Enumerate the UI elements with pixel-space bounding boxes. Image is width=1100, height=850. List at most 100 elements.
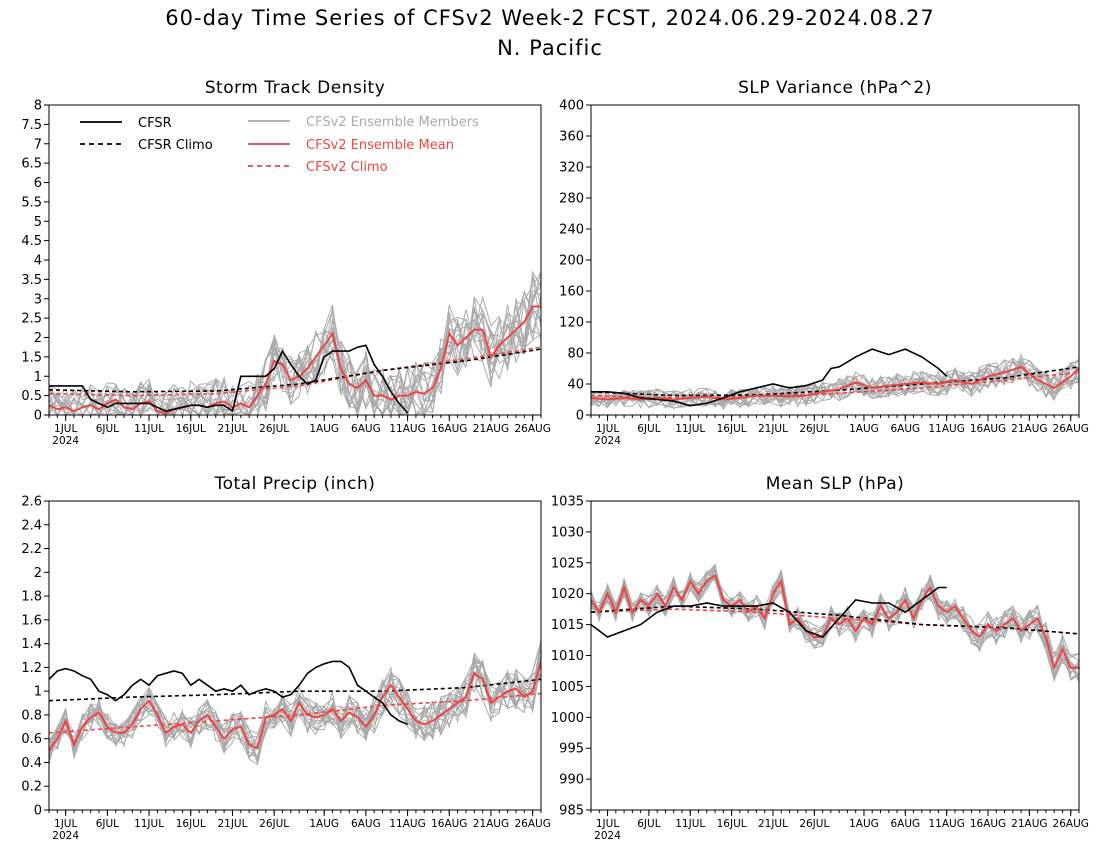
- y-tick-label: 0.8: [21, 708, 42, 723]
- y-tick-label: 0.2: [21, 780, 42, 795]
- y-tick-label: 1000: [551, 711, 584, 726]
- y-tick-label: 1: [34, 370, 42, 385]
- y-tick-label: 985: [559, 804, 584, 819]
- y-tick-label: 995: [559, 742, 584, 757]
- y-tick-label: 1005: [551, 680, 584, 695]
- x-tick-label: 11JUL: [134, 423, 164, 435]
- x-tick-label: 21JUL: [217, 818, 247, 830]
- y-tick-label: 5: [34, 215, 42, 230]
- y-tick-label: 400: [559, 99, 584, 114]
- x-tick-label: 11JUL: [675, 818, 705, 830]
- figure-subtitle: N. Pacific: [497, 36, 603, 60]
- x-tick-label: 26JUL: [799, 423, 829, 435]
- y-tick-label: 1020: [551, 587, 584, 602]
- ensemble-member-line: [49, 308, 541, 415]
- y-tick-label: 1: [34, 685, 42, 700]
- x-tick-label: 6JUL: [637, 818, 660, 830]
- y-tick-label: 200: [559, 254, 584, 269]
- cfsr-line: [591, 348, 948, 407]
- x-tick-label: 21AUG: [1011, 423, 1047, 435]
- legend-label: CFSv2 Ensemble Members: [306, 115, 479, 130]
- x-year-label: 2024: [52, 435, 79, 447]
- x-year-label: 2024: [52, 830, 79, 842]
- ensemble-member-line: [49, 270, 541, 415]
- y-tick-label: 2: [34, 331, 42, 346]
- ensemble-member-line: [591, 359, 1079, 408]
- y-tick-label: 0.5: [21, 389, 42, 404]
- y-tick-label: 6.5: [21, 157, 42, 172]
- x-tick-label: 26AUG: [1053, 818, 1089, 830]
- panel-title: Total Precip (inch): [214, 474, 376, 494]
- ensemble-member-line: [591, 568, 1079, 681]
- x-tick-label: 6JUL: [96, 423, 119, 435]
- cfsr-line: [49, 660, 408, 726]
- y-tick-label: 5.5: [21, 195, 42, 210]
- y-tick-label: 990: [559, 773, 584, 788]
- plot-area: [591, 563, 1079, 683]
- cfsv2-ensemble-mean-line: [49, 661, 541, 752]
- x-tick-label: 21JUL: [758, 818, 788, 830]
- legend-label: CFSR: [138, 116, 172, 131]
- cfsv2-ensemble-mean-line: [591, 573, 1079, 671]
- y-tick-label: 2.6: [21, 495, 42, 510]
- x-tick-label: 11JUL: [675, 423, 705, 435]
- plot-frame: [48, 104, 542, 416]
- x-tick-label: 21JUL: [758, 423, 788, 435]
- x-tick-label: 1AUG: [849, 423, 879, 435]
- x-tick-label: 1JUL: [596, 818, 619, 830]
- y-tick-label: 0: [34, 804, 42, 819]
- cfsv2-climo-line: [591, 371, 1079, 399]
- x-tick-label: 26AUG: [514, 423, 550, 435]
- ensemble-member-line: [591, 568, 1079, 682]
- y-tick-label: 0: [34, 409, 42, 424]
- legend: CFSR CFSR Climo CFSv2 Ensemble Members CFSv…: [80, 115, 479, 175]
- x-tick-label: 21AUG: [1011, 818, 1047, 830]
- x-tick-label: 21AUG: [473, 818, 509, 830]
- x-year-label: 2024: [594, 435, 621, 447]
- x-tick-label: 16AUG: [970, 818, 1006, 830]
- x-tick-label: 16AUG: [431, 818, 467, 830]
- y-tick-label: 1.8: [21, 590, 42, 605]
- x-tick-label: 21AUG: [473, 423, 509, 435]
- x-tick-label: 16JUL: [717, 818, 747, 830]
- x-tick-label: 11JUL: [134, 818, 164, 830]
- ensemble-member-line: [49, 291, 541, 415]
- plot-area: [49, 640, 541, 766]
- x-tick-label: 6AUG: [890, 423, 920, 435]
- panel-3: Total Precip (inch) 0 0.2 0.4 0.6 0.8 1 1.2 1.4 1…: [21, 474, 551, 842]
- cfsv2-ensemble-mean-line: [49, 305, 541, 415]
- x-tick-label: 1JUL: [54, 818, 77, 830]
- y-tick-label: 1010: [551, 649, 584, 664]
- y-tick-label: 1035: [551, 495, 584, 510]
- y-tick-label: 2.5: [21, 312, 42, 327]
- x-tick-label: 6JUL: [637, 423, 660, 435]
- x-tick-label: 6AUG: [890, 818, 920, 830]
- x-tick-label: 26AUG: [1053, 423, 1089, 435]
- panel-4: Mean SLP (hPa) 985 990 995 1000 1005 1010 1015 1…: [551, 474, 1089, 842]
- legend-label: CFSv2 Ensemble Mean: [306, 138, 454, 153]
- x-tick-label: 6AUG: [351, 423, 381, 435]
- plot-area: [49, 270, 541, 415]
- x-tick-label: 1AUG: [309, 818, 339, 830]
- x-tick-label: 16JUL: [717, 423, 747, 435]
- x-tick-label: 26JUL: [799, 818, 829, 830]
- ensemble-member-line: [591, 568, 1079, 682]
- ensemble-member-line: [591, 361, 1079, 411]
- x-tick-label: 26JUL: [259, 818, 289, 830]
- ensemble-member-line: [591, 570, 1079, 681]
- ensemble-member-line: [49, 286, 541, 415]
- panel-2: SLP Variance (hPa^2) 0 40 80 120 160 200 240 280…: [559, 78, 1089, 447]
- y-tick-label: 4.5: [21, 234, 42, 249]
- x-tick-label: 6JUL: [96, 818, 119, 830]
- ensemble-member-line: [591, 568, 1079, 679]
- plot-frame: [590, 500, 1080, 811]
- y-tick-label: 1025: [551, 556, 584, 571]
- y-tick-label: 8: [34, 99, 42, 114]
- x-tick-label: 16JUL: [176, 818, 206, 830]
- x-tick-label: 26AUG: [514, 818, 550, 830]
- x-tick-label: 16AUG: [970, 423, 1006, 435]
- panel-title: Mean SLP (hPa): [766, 474, 905, 494]
- y-tick-label: 1.4: [21, 637, 42, 652]
